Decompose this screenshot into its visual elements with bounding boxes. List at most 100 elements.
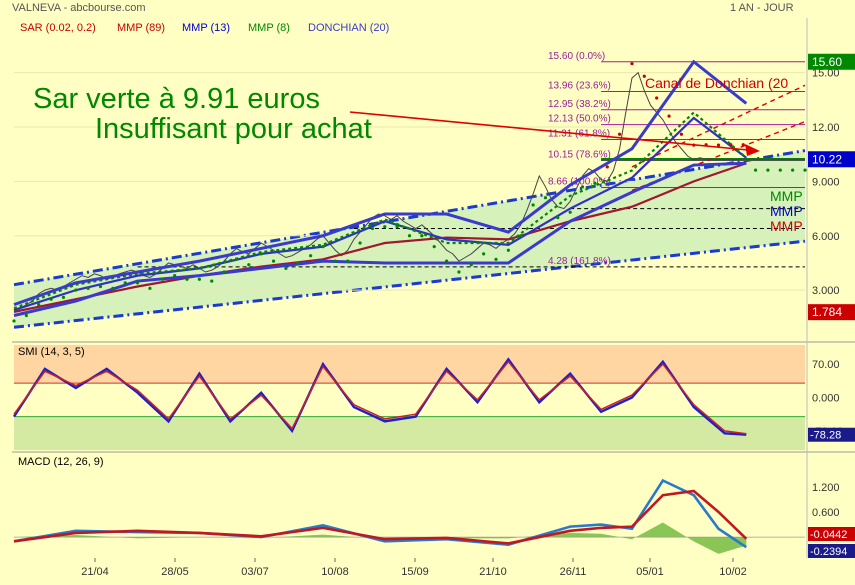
sar-dot (309, 254, 313, 258)
sar-dot (123, 281, 127, 285)
sar-dot (543, 196, 548, 200)
sar-dot (370, 226, 375, 231)
sar-dot (321, 245, 325, 249)
xtick-label: 10/08 (321, 566, 349, 578)
donchian-dotted (631, 84, 806, 168)
sar-dot (568, 210, 572, 214)
price-ytick-label: 9.000 (812, 176, 840, 188)
price-flags: 15.60 10.22 1.784 (808, 53, 855, 321)
sar-dot (271, 259, 276, 263)
price-flag (808, 53, 855, 70)
macd-last-flag (808, 527, 855, 541)
price-ytick-label: 6.000 (812, 231, 840, 243)
sar-dot (605, 165, 609, 169)
smi-oversold-zone (14, 416, 805, 450)
fibonacci-label: 15.60 (0.0%) (548, 51, 605, 62)
sar-dot (222, 270, 226, 274)
sar-dot (791, 168, 795, 172)
fibonacci-label: 12.95 (38.2%) (548, 99, 611, 110)
legend-donchian: DONCHIAN (20) (308, 22, 389, 34)
sar-dot (642, 74, 646, 78)
xtick-label: 26/11 (560, 566, 587, 578)
xtick-label: 05/01 (636, 566, 664, 578)
fibonacci-label: 4.28 (161.8%) (548, 256, 611, 267)
price-ytick-label: 3.000 (812, 285, 840, 297)
sar-dot (185, 277, 189, 281)
donchian-annotation: Canal de Donchian (20 (645, 75, 788, 91)
sar-dot (234, 257, 239, 261)
sar-dot (630, 61, 634, 66)
annotation-line1: Sar verte à 9.91 euros (33, 83, 320, 115)
xtick-label: 10/02 (719, 566, 747, 578)
sar-dot (407, 234, 412, 238)
smi-last-flag (808, 427, 855, 442)
annotation-line2: Insuffisant pour achat (95, 113, 372, 145)
sar-dot (49, 297, 53, 301)
fibonacci-label: 10.15 (78.6%) (548, 150, 611, 161)
smi-ytick-label: 70.00 (812, 359, 840, 371)
sar-dot (98, 284, 103, 289)
sar-dot (679, 132, 684, 136)
sar-dot (766, 168, 770, 172)
mmp-label-blue: MMP (770, 203, 803, 219)
sar-dot (531, 203, 535, 207)
macd-last-value: -0.2394 (810, 546, 847, 558)
sar-dot (160, 277, 164, 281)
macd-title: MACD (12, 26, 9) (18, 456, 104, 468)
sar-dot (111, 286, 115, 290)
price-ytick-label: 12.00 (812, 122, 840, 134)
sar-dot (135, 281, 140, 285)
sar-dot (716, 143, 721, 147)
smi-last-value: -78.28 (810, 430, 841, 442)
series-mmp-13- (13, 116, 747, 312)
price-flag-label: 15.60 (812, 55, 842, 69)
sar-dot (803, 168, 807, 172)
xtick-label: 15/09 (401, 566, 429, 578)
sar-dot (741, 143, 745, 147)
source-label: VALNEVA - abcbourse.com (12, 2, 146, 14)
mmp-label-red: MMP (770, 218, 803, 234)
price-flag (808, 151, 855, 168)
smi-series-smi (12, 357, 747, 436)
series-mmp-89- (13, 162, 747, 313)
sar-dot (383, 225, 387, 229)
sar-dot (469, 263, 473, 267)
sar-dot (12, 319, 16, 323)
smi-panel: 70.000.000-70.00-78.28 (12, 345, 855, 450)
sar-dot (86, 286, 90, 290)
smi-overbought-zone (14, 345, 805, 384)
macd-series-signal (13, 489, 748, 545)
macd-ytick-label: 0.600 (812, 507, 840, 519)
sar-dot (197, 277, 201, 281)
price-flag-label: 10.22 (812, 152, 842, 166)
sar-dot (482, 252, 486, 256)
sar-dot (655, 96, 659, 100)
sar-dot (494, 257, 498, 261)
sar-dot (667, 114, 671, 118)
xtick-label: 28/05 (161, 566, 189, 578)
sar-dot (296, 261, 300, 265)
regression-channel-lower (13, 239, 806, 329)
mmp-label-green: MMP (770, 188, 803, 204)
sar-dot (519, 234, 523, 238)
sar-dot (506, 248, 510, 252)
sar-dot (259, 252, 263, 256)
xtick-label: 21/04 (81, 566, 109, 578)
period-label: 1 AN - JOUR (730, 2, 794, 14)
sar-dot (37, 303, 41, 307)
sar-dot (210, 279, 214, 283)
sar-dot (778, 168, 782, 172)
sar-dot (61, 295, 66, 299)
x-axis: 21/04 28/05 03/07 10/08 15/09 21/10 26/11 05/01… (81, 558, 747, 578)
sar-dot (395, 225, 399, 229)
legend-mmp89: MMP (89) (117, 22, 165, 34)
macd-last-flag (808, 544, 855, 558)
sar-dot (24, 313, 28, 318)
smi-ytick-label: 0.000 (812, 393, 840, 405)
regression-channel-fill (14, 150, 805, 328)
series-donchian-20-low (13, 161, 747, 317)
legend-mmp13: MMP (13) (182, 22, 230, 34)
series-donchian-20-high (13, 59, 748, 307)
